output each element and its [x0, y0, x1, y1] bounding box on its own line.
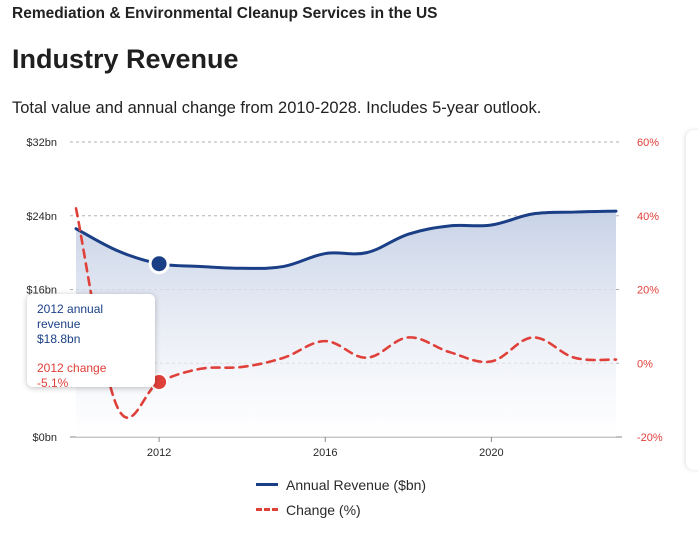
left-tick-label: $0bn — [33, 432, 57, 444]
x-axis: 2012 2016 2020 — [147, 437, 504, 459]
tooltip-revenue-value: $18.8bn — [37, 332, 81, 346]
chart-subtitle: Total value and annual change from 2010-… — [12, 99, 542, 117]
legend-item-revenue[interactable]: Annual Revenue ($bn) — [256, 472, 426, 497]
legend-revenue-label: Annual Revenue ($bn) — [286, 476, 427, 493]
left-tick-label: $24bn — [26, 211, 57, 223]
legend-item-change[interactable]: Change (%) — [256, 497, 426, 522]
left-tick-label: $16bn — [26, 285, 57, 297]
side-card-edge — [686, 130, 698, 470]
hover-tooltip: 2012 annual revenue $18.8bn 2012 change … — [27, 294, 155, 390]
change-line — [74, 207, 618, 419]
left-axis: $0bn$8bn$16bn$24bn$32bn — [26, 137, 57, 444]
revenue-area — [76, 211, 616, 437]
right-tick-label: 40% — [637, 211, 659, 223]
right-axis: -20% 0% 20% 40% 60% — [637, 137, 663, 444]
right-tick-label: 20% — [637, 285, 659, 297]
right-tick-label: 60% — [637, 137, 659, 149]
tooltip-change-label: 2012 change — [37, 361, 107, 375]
x-tick-label: 2016 — [313, 447, 337, 459]
supertitle: Remediation & Environmental Cleanup Serv… — [12, 5, 438, 22]
right-tick-label: 0% — [637, 358, 653, 370]
tooltip-change-value: -5.1% — [37, 376, 69, 390]
revenue-swatch — [256, 483, 278, 486]
revenue-highlight-point — [148, 253, 170, 275]
tooltip-revenue-label: 2012 annual revenue — [37, 302, 104, 331]
legend-change-label: Change (%) — [286, 501, 361, 518]
page-title: Industry Revenue — [12, 44, 239, 74]
left-tick-label: $32bn — [26, 137, 57, 149]
chart-legend: Annual Revenue ($bn) Change (%) — [256, 472, 426, 522]
x-tick-label: 2020 — [479, 447, 503, 459]
x-tick-label: 2012 — [147, 447, 171, 459]
change-swatch — [256, 508, 278, 511]
right-tick-label: -20% — [637, 432, 663, 444]
